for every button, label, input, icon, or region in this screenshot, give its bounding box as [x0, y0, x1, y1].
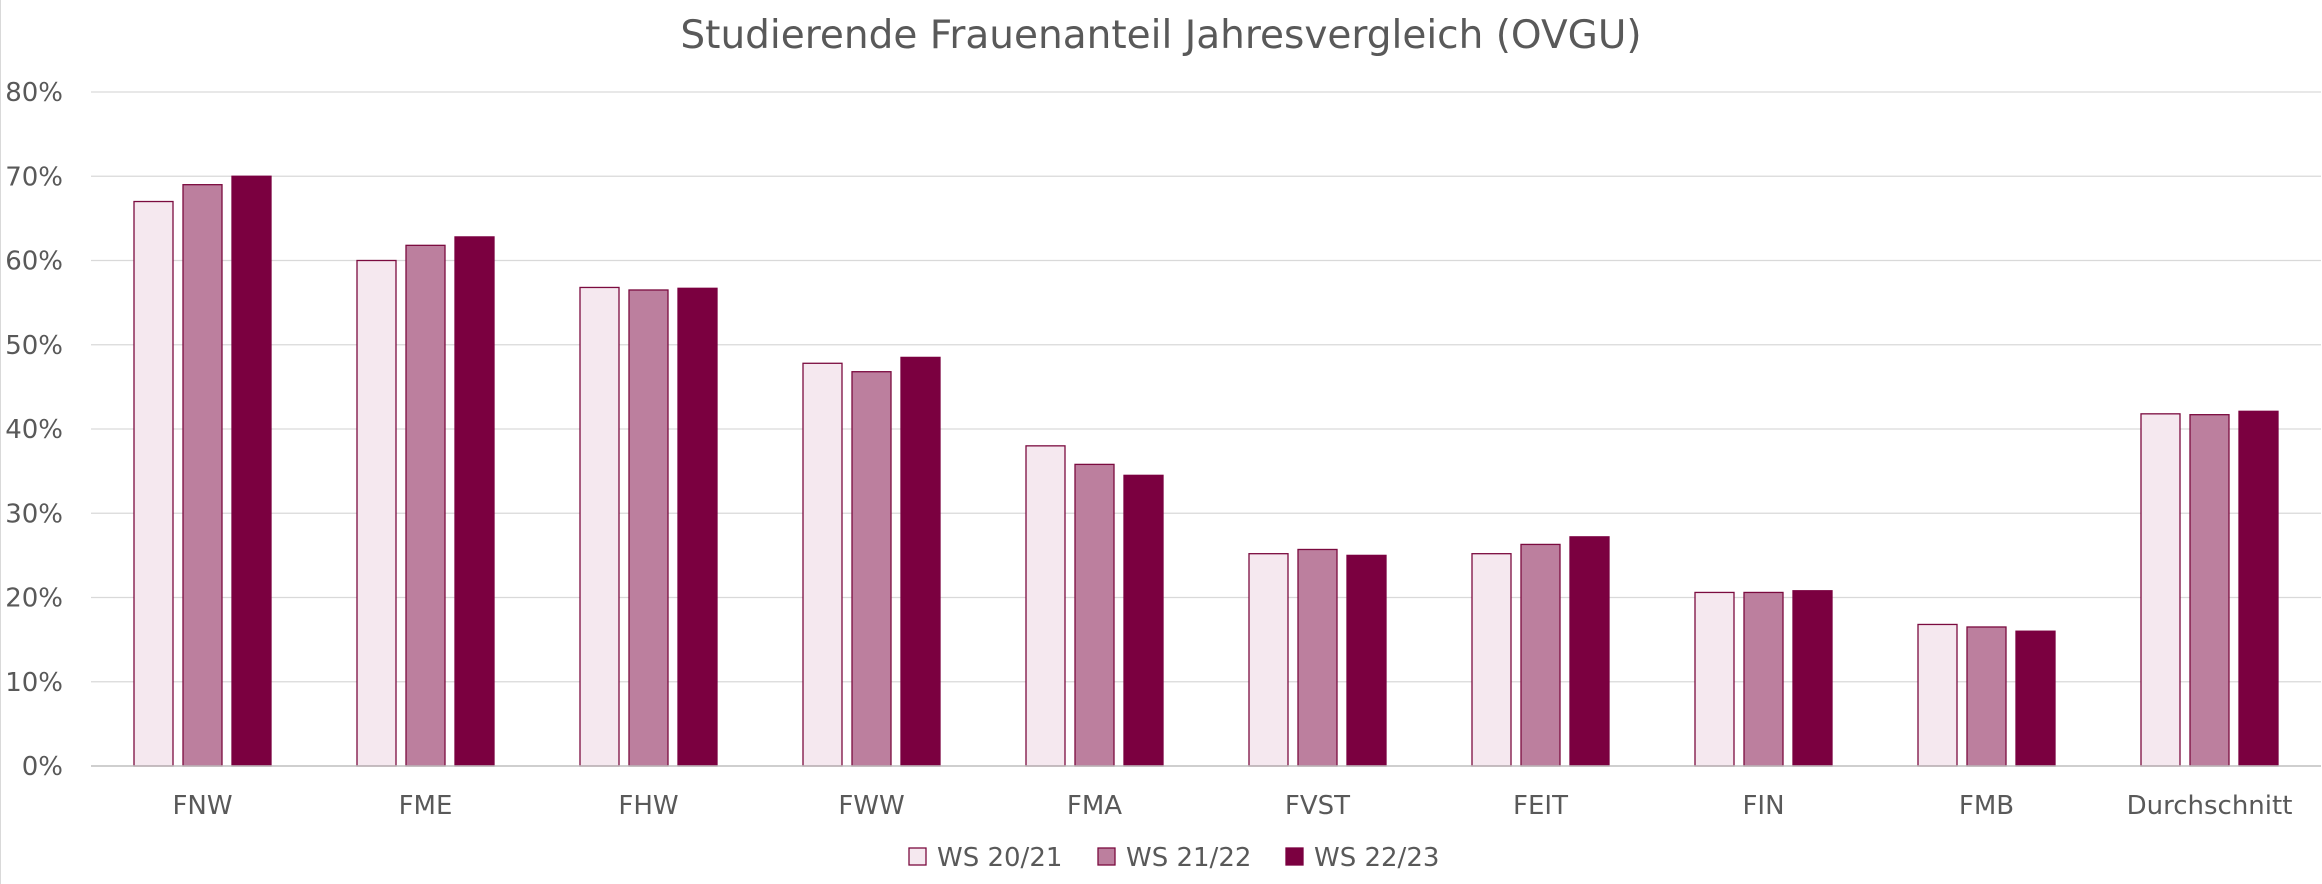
bar-fnw-series-1[interactable]	[133, 200, 174, 767]
x-category-label: FMA	[1067, 791, 1122, 821]
bar-fhw-series-3[interactable]	[677, 287, 718, 767]
bar-fnw-series-2[interactable]	[182, 184, 223, 767]
y-tick-label: 60%	[5, 247, 63, 277]
bar-fww-series-2[interactable]	[851, 371, 892, 767]
bar-fme-series-3[interactable]	[454, 236, 495, 767]
bar-fma-series-2[interactable]	[1074, 463, 1115, 767]
bar-fhw-series-1[interactable]	[579, 286, 620, 767]
bar-durchschnitt-series-1[interactable]	[2140, 413, 2181, 767]
y-axis-ticks: 0% 10% 20% 30% 40% 50% 60% 70% 80%	[5, 78, 63, 782]
bar-fme-series-1[interactable]	[356, 259, 397, 767]
x-category-label: FVST	[1285, 791, 1350, 821]
bar-feit-series-1[interactable]	[1471, 553, 1512, 767]
legend-swatch	[1285, 847, 1304, 866]
x-axis-categories: FNW FME FHW FWW FMA FVST FEIT FIN FMB Durchschnit…	[172, 791, 2292, 821]
bar-durchschnitt-series-3[interactable]	[2238, 410, 2279, 767]
legend-label: WS 20/21	[937, 843, 1062, 873]
bar-fnw-series-3[interactable]	[231, 175, 272, 767]
bar-fhw-series-2[interactable]	[628, 289, 669, 767]
y-tick-label: 50%	[5, 331, 63, 361]
x-category-label: FWW	[838, 791, 904, 821]
bar-fmb-series-1[interactable]	[1917, 623, 1958, 767]
bar-fvst-series-3[interactable]	[1346, 554, 1387, 767]
bar-fvst-series-2[interactable]	[1297, 548, 1338, 767]
bar-durchschnitt-series-2[interactable]	[2189, 414, 2230, 767]
y-tick-label: 70%	[5, 162, 63, 192]
bar-fma-series-3[interactable]	[1123, 474, 1164, 767]
x-category-label: FEIT	[1513, 791, 1568, 821]
bar-fin-series-2[interactable]	[1743, 591, 1784, 767]
x-category-label: FHW	[618, 791, 678, 821]
legend-label: WS 22/23	[1314, 843, 1439, 873]
x-category-label: Durchschnitt	[2127, 791, 2293, 821]
bars-layer	[133, 175, 2279, 767]
bar-fme-series-2[interactable]	[405, 244, 446, 767]
legend-item[interactable]: WS 22/23	[1285, 843, 1439, 873]
bar-fin-series-3[interactable]	[1792, 590, 1833, 767]
bar-fmb-series-2[interactable]	[1966, 626, 2007, 767]
bar-feit-series-2[interactable]	[1520, 543, 1561, 767]
x-category-label: FIN	[1742, 791, 1784, 821]
legend-item[interactable]: WS 20/21	[908, 843, 1062, 873]
y-tick-label: 0%	[22, 752, 63, 782]
y-tick-label: 20%	[5, 584, 63, 614]
y-tick-label: 80%	[5, 78, 63, 108]
legend-swatch	[1097, 847, 1116, 866]
bar-fin-series-1[interactable]	[1694, 591, 1735, 767]
y-tick-label: 10%	[5, 668, 63, 698]
chart-title: Studierende Frauenanteil Jahresvergleich…	[680, 13, 1641, 58]
y-tick-label: 30%	[5, 499, 63, 529]
bar-fvst-series-1[interactable]	[1248, 553, 1289, 767]
x-category-label: FMB	[1959, 791, 2014, 821]
x-category-label: FNW	[172, 791, 232, 821]
bar-fma-series-1[interactable]	[1025, 445, 1066, 767]
legend-label: WS 21/22	[1126, 843, 1251, 873]
bar-feit-series-3[interactable]	[1569, 536, 1610, 767]
legend-swatch	[908, 847, 927, 866]
y-tick-label: 40%	[5, 415, 63, 445]
bar-fmb-series-3[interactable]	[2015, 630, 2056, 767]
legend[interactable]: WS 20/21 WS 21/22 WS 22/23	[908, 843, 1439, 873]
legend-item[interactable]: WS 21/22	[1097, 843, 1251, 873]
bar-fww-series-1[interactable]	[802, 362, 843, 767]
x-category-label: FME	[399, 791, 453, 821]
bar-fww-series-3[interactable]	[900, 356, 941, 767]
